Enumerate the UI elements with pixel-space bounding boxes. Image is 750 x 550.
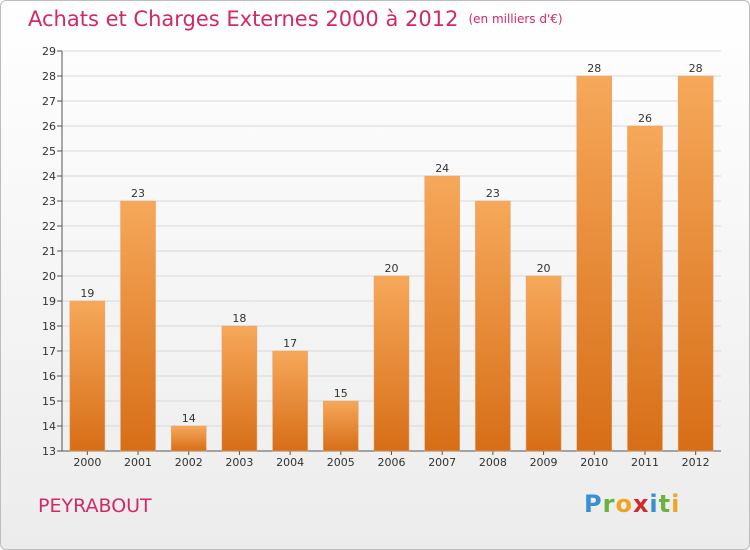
x-tick-label: 2005 [327, 456, 355, 469]
bar-value-label: 17 [283, 337, 297, 350]
y-tick-label: 29 [42, 45, 56, 58]
bar-value-label: 18 [232, 312, 246, 325]
x-tick-label: 2012 [682, 456, 710, 469]
y-tick-label: 25 [42, 145, 56, 158]
bar-value-label: 20 [385, 262, 399, 275]
x-tick-label: 2010 [580, 456, 608, 469]
y-tick-label: 16 [42, 370, 56, 383]
bar-2010 [576, 75, 613, 452]
x-tick-label: 2006 [378, 456, 406, 469]
y-tick-label: 17 [42, 345, 56, 358]
y-tick-label: 24 [42, 170, 56, 183]
y-tick-label: 13 [42, 445, 56, 458]
x-tick-label: 2008 [479, 456, 507, 469]
bar-value-label: 26 [638, 112, 652, 125]
bar-2012 [677, 75, 714, 452]
bar-2000 [69, 300, 106, 452]
bar-2009 [525, 275, 562, 452]
y-tick-label: 22 [42, 220, 56, 233]
bar-value-label: 23 [486, 187, 500, 200]
proxiti-logo[interactable]: Proxiti [584, 490, 681, 518]
bar-layer: 19 23 14 18 17 15 20 24 23 20 28 26 28 [69, 62, 714, 452]
bar-2001 [120, 200, 156, 452]
bar-value-label: 28 [689, 62, 703, 75]
bar-value-label: 15 [334, 387, 348, 400]
x-tick-label: 2004 [276, 456, 304, 469]
y-tick-label: 23 [42, 195, 56, 208]
chart-subtitle: (en milliers d'€) [468, 12, 563, 26]
bar-value-label: 23 [131, 187, 145, 200]
chart-title-text: Achats et Charges Externes 2000 à 2012 [28, 7, 459, 31]
bar-2003 [221, 325, 258, 452]
bar-value-label: 24 [435, 162, 449, 175]
y-tick-label: 19 [42, 295, 56, 308]
y-tick-label: 27 [42, 95, 56, 108]
x-tick-label: 2003 [225, 456, 253, 469]
y-tick-label: 20 [42, 270, 56, 283]
x-tick-label: 2000 [73, 456, 101, 469]
y-tick-label: 18 [42, 320, 56, 333]
commune-name: PEYRABOUT [38, 495, 152, 517]
x-tick-label: 2002 [175, 456, 203, 469]
bar-2004 [272, 350, 308, 452]
bar-2002 [170, 425, 207, 452]
bar-value-label: 19 [80, 287, 94, 300]
bar-value-label: 14 [182, 412, 196, 425]
y-tick-label: 14 [42, 420, 56, 433]
bar-2007 [424, 175, 460, 452]
chart-title: Achats et Charges Externes 2000 à 2012 (e… [28, 7, 563, 31]
y-tick-label: 15 [42, 395, 56, 408]
bar-value-label: 20 [537, 262, 551, 275]
bar-2008 [475, 200, 511, 452]
y-tick-label: 26 [42, 120, 56, 133]
x-tick-label: 2001 [124, 456, 152, 469]
x-tick-label: 2011 [631, 456, 659, 469]
bar-2011 [627, 125, 663, 452]
bar-value-label: 28 [587, 62, 601, 75]
bar-2005 [323, 400, 359, 452]
y-tick-label: 28 [42, 70, 56, 83]
x-tick-label: 2009 [530, 456, 558, 469]
bar-2006 [373, 275, 410, 452]
y-tick-label: 21 [42, 245, 56, 258]
x-tick-label: 2007 [428, 456, 456, 469]
